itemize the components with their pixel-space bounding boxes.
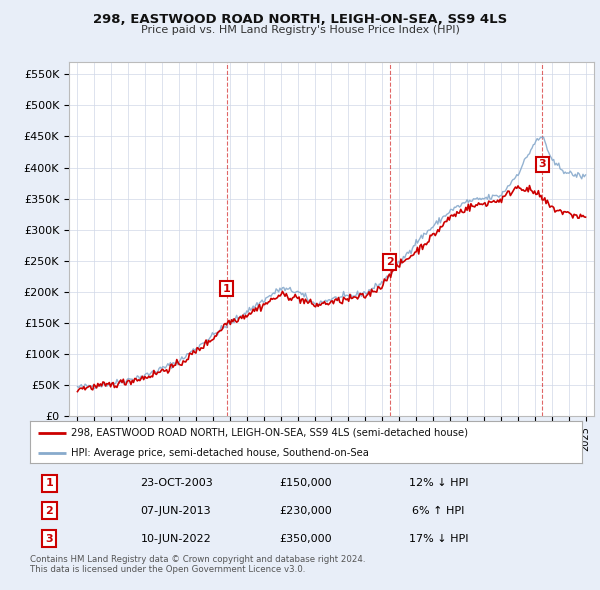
Text: 3: 3: [538, 159, 546, 169]
Text: £150,000: £150,000: [280, 478, 332, 488]
Text: 1: 1: [223, 284, 230, 294]
Text: 07-JUN-2013: 07-JUN-2013: [140, 506, 211, 516]
Text: 17% ↓ HPI: 17% ↓ HPI: [409, 534, 468, 544]
Text: 23-OCT-2003: 23-OCT-2003: [140, 478, 213, 488]
Text: 1: 1: [46, 478, 53, 488]
Text: 6% ↑ HPI: 6% ↑ HPI: [412, 506, 464, 516]
Text: 298, EASTWOOD ROAD NORTH, LEIGH-ON-SEA, SS9 4LS (semi-detached house): 298, EASTWOOD ROAD NORTH, LEIGH-ON-SEA, …: [71, 428, 469, 438]
Text: 10-JUN-2022: 10-JUN-2022: [140, 534, 211, 544]
Text: £230,000: £230,000: [280, 506, 332, 516]
Text: Contains HM Land Registry data © Crown copyright and database right 2024.
This d: Contains HM Land Registry data © Crown c…: [30, 555, 365, 574]
Text: 3: 3: [46, 534, 53, 544]
Text: £350,000: £350,000: [280, 534, 332, 544]
Text: 298, EASTWOOD ROAD NORTH, LEIGH-ON-SEA, SS9 4LS: 298, EASTWOOD ROAD NORTH, LEIGH-ON-SEA, …: [93, 13, 507, 26]
Text: 2: 2: [46, 506, 53, 516]
Text: 2: 2: [386, 257, 394, 267]
Text: HPI: Average price, semi-detached house, Southend-on-Sea: HPI: Average price, semi-detached house,…: [71, 448, 369, 457]
Text: Price paid vs. HM Land Registry's House Price Index (HPI): Price paid vs. HM Land Registry's House …: [140, 25, 460, 35]
Text: 12% ↓ HPI: 12% ↓ HPI: [409, 478, 468, 488]
